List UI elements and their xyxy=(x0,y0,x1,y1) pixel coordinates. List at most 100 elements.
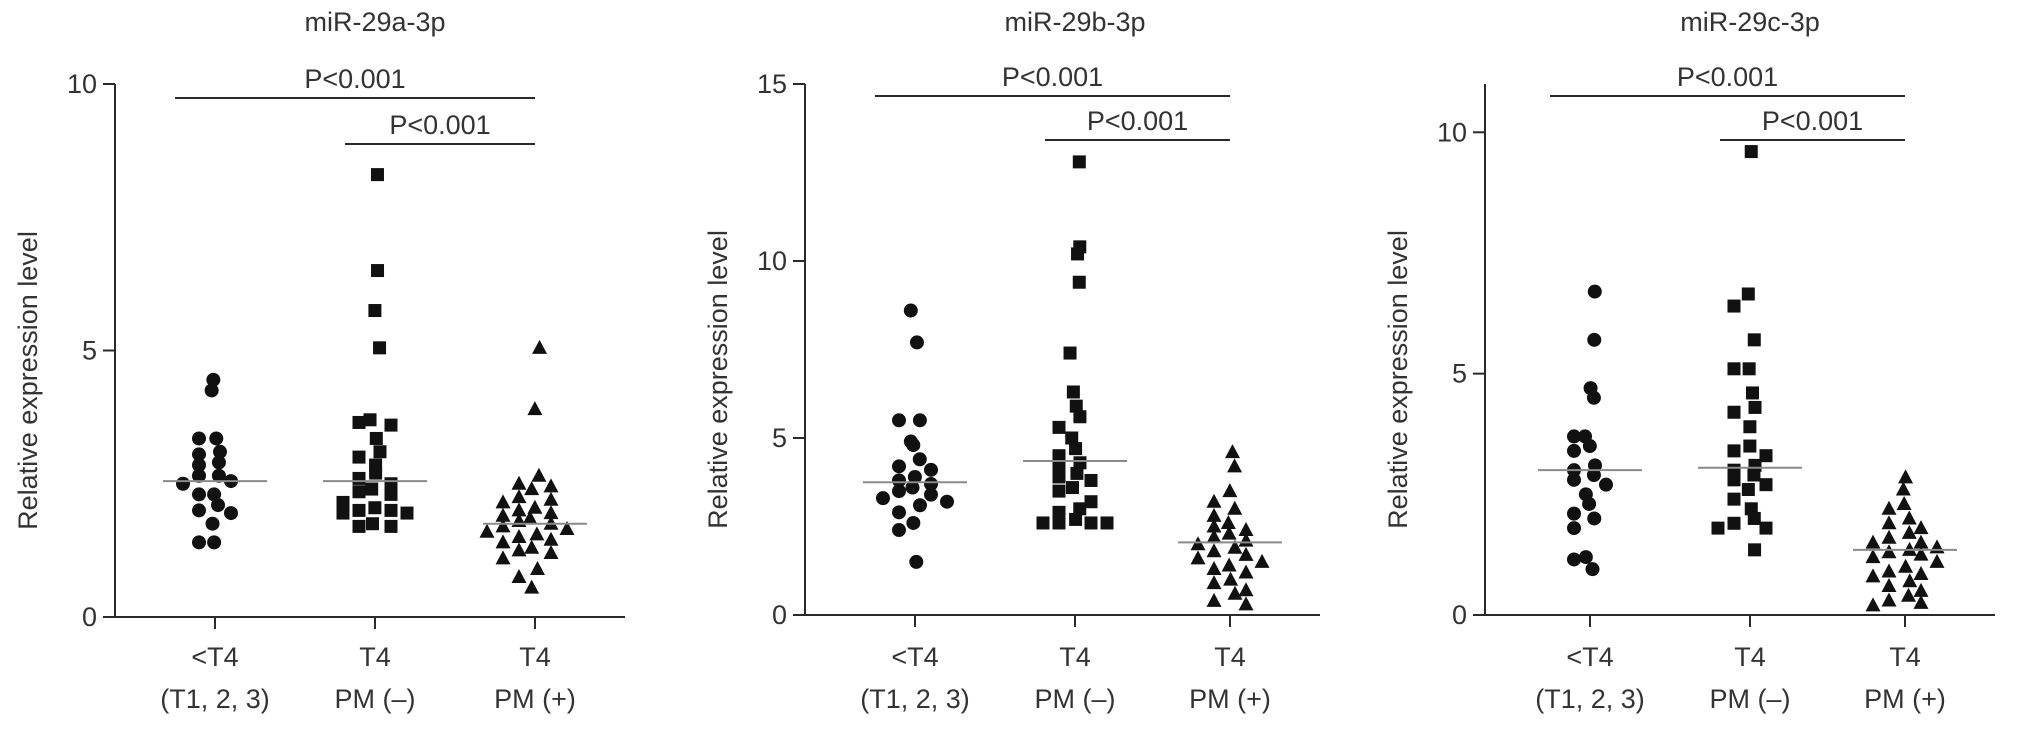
data-point xyxy=(912,498,927,513)
data-point xyxy=(365,482,379,496)
data-point xyxy=(495,534,511,549)
data-point xyxy=(1072,155,1086,169)
data-point xyxy=(1759,478,1773,492)
data-point xyxy=(204,383,219,398)
data-point xyxy=(892,413,906,428)
data-point xyxy=(524,579,540,594)
data-point xyxy=(1929,553,1945,568)
chart-panel-2: miR-29b-3p Relative expression level 0 5 10 1… xyxy=(703,7,1320,714)
data-point xyxy=(1072,275,1086,289)
data-point xyxy=(1865,568,1881,583)
x-tick-label-line2: PM (+) xyxy=(494,684,576,714)
data-point xyxy=(495,518,511,533)
data-point xyxy=(1238,596,1254,611)
y-tick-label: 5 xyxy=(82,336,97,366)
data-point xyxy=(1073,456,1087,470)
x-tick-label-line1: T4 xyxy=(1889,642,1921,672)
data-point xyxy=(1063,346,1077,360)
data-point xyxy=(1587,332,1602,347)
data-point xyxy=(912,452,927,467)
data-point xyxy=(1748,400,1762,414)
data-point xyxy=(1567,472,1581,487)
data-point xyxy=(224,506,238,521)
data-point xyxy=(1741,482,1755,496)
data-point xyxy=(511,502,527,517)
data-point xyxy=(511,569,527,584)
data-point xyxy=(363,413,377,427)
series-group-3 xyxy=(479,339,587,594)
data-point xyxy=(527,401,543,416)
data-point xyxy=(1727,444,1741,458)
chart-title: miR-29a-3p xyxy=(304,7,445,37)
y-tick-label: 0 xyxy=(772,600,787,630)
data-point xyxy=(192,487,206,502)
x-tick-label-line1: T4 xyxy=(1059,642,1091,672)
data-point xyxy=(1881,515,1897,530)
data-point xyxy=(1913,565,1929,580)
data-point xyxy=(1743,420,1757,434)
data-point xyxy=(1227,458,1243,473)
data-point xyxy=(1084,495,1098,509)
data-point xyxy=(1895,481,1911,496)
data-point xyxy=(371,264,385,278)
data-point xyxy=(892,505,906,520)
data-point xyxy=(511,529,527,544)
data-point xyxy=(1066,385,1080,399)
x-tick-label-line1: <T4 xyxy=(1566,642,1613,672)
y-tick-label: 5 xyxy=(772,423,787,453)
data-point xyxy=(1896,495,1912,510)
data-point xyxy=(1881,500,1897,515)
data-point xyxy=(352,471,366,485)
data-point xyxy=(892,459,906,474)
series-group-1 xyxy=(163,372,267,550)
data-point xyxy=(1084,473,1098,487)
data-point xyxy=(559,521,575,536)
data-point xyxy=(527,499,543,514)
data-point xyxy=(906,515,921,530)
data-point xyxy=(1206,543,1222,558)
data-point xyxy=(1743,439,1757,453)
data-point xyxy=(352,519,366,533)
x-tick-label-line1: T4 xyxy=(1214,642,1246,672)
data-point xyxy=(1759,449,1773,463)
x-tick-label-line2: (T1, 2, 3) xyxy=(160,684,270,714)
data-point xyxy=(912,413,927,428)
data-point xyxy=(906,438,921,453)
data-point xyxy=(531,467,547,482)
data-point xyxy=(903,303,918,318)
data-point xyxy=(384,519,398,533)
data-point xyxy=(1254,553,1270,568)
data-point xyxy=(1913,534,1929,549)
data-point xyxy=(1898,558,1914,573)
data-point xyxy=(1898,469,1914,484)
data-point xyxy=(368,501,382,515)
data-point xyxy=(1100,516,1114,530)
data-point xyxy=(924,477,938,492)
data-point xyxy=(524,481,540,496)
data-point xyxy=(1069,442,1083,456)
data-point xyxy=(384,503,398,517)
data-point xyxy=(1727,473,1741,487)
data-point xyxy=(352,503,366,517)
data-point xyxy=(1744,145,1758,159)
series-group-1 xyxy=(1538,284,1642,577)
data-point xyxy=(1881,592,1897,607)
series-group-1 xyxy=(863,303,967,569)
data-point xyxy=(1587,511,1602,526)
x-tick-label-line1: T4 xyxy=(359,642,391,672)
data-point xyxy=(1070,466,1084,480)
data-point xyxy=(1742,362,1756,376)
data-point xyxy=(1073,502,1087,516)
data-point xyxy=(1227,539,1243,554)
data-point xyxy=(192,447,206,462)
data-point xyxy=(924,487,938,502)
data-point xyxy=(1586,390,1601,405)
data-point xyxy=(1902,573,1918,588)
data-point xyxy=(1206,529,1222,544)
data-point xyxy=(1052,420,1066,434)
x-tick-label-line1: T4 xyxy=(519,642,551,672)
data-point xyxy=(1222,483,1238,498)
data-point xyxy=(384,418,398,432)
data-point xyxy=(336,495,350,509)
series-group-2 xyxy=(323,168,427,533)
